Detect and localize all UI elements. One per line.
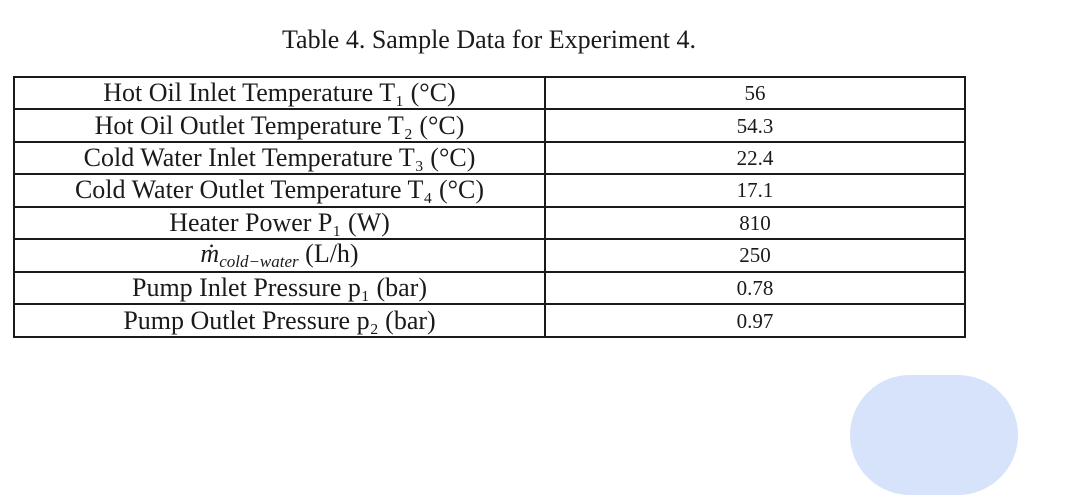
mass-flow-symbol: ṁ bbox=[200, 238, 220, 268]
sample-data-table: Hot Oil Inlet Temperature T₁ (°C) 56 Hot… bbox=[13, 75, 966, 338]
table-row: Heater Power P₁ (W) 810 bbox=[13, 205, 966, 240]
parameter-cell: Pump Inlet Pressure p₁ (bar) bbox=[13, 270, 546, 306]
table-row: Hot Oil Inlet Temperature T₁ (°C) 56 bbox=[13, 75, 966, 111]
parameter-cell: Hot Oil Outlet Temperature T₂ (°C) bbox=[13, 108, 546, 143]
floating-action-shape bbox=[850, 375, 1018, 495]
parameter-cell: Pump Outlet Pressure p₂ (bar) bbox=[13, 303, 546, 338]
value-cell: 56 bbox=[544, 75, 966, 111]
table-row: ṁcold−water (L/h) 250 bbox=[13, 237, 966, 273]
table-row: Pump Outlet Pressure p₂ (bar) 0.97 bbox=[13, 303, 966, 338]
value-cell: 810 bbox=[544, 205, 966, 240]
table-caption: Table 4. Sample Data for Experiment 4. bbox=[281, 25, 697, 54]
table-row: Cold Water Outlet Temperature T₄ (°C) 17… bbox=[13, 173, 966, 208]
parameter-cell: Heater Power P₁ (W) bbox=[13, 205, 546, 240]
parameter-cell: Hot Oil Inlet Temperature T₁ (°C) bbox=[13, 75, 546, 111]
value-cell: 22.4 bbox=[544, 140, 966, 176]
value-cell: 54.3 bbox=[544, 108, 966, 143]
table-row: Cold Water Inlet Temperature T₃ (°C) 22.… bbox=[13, 140, 966, 176]
table-row: Pump Inlet Pressure p₁ (bar) 0.78 bbox=[13, 270, 966, 306]
value-cell: 0.97 bbox=[544, 303, 966, 338]
parameter-cell: Cold Water Outlet Temperature T₄ (°C) bbox=[13, 173, 546, 208]
mass-flow-subscript: cold−water bbox=[219, 251, 299, 271]
value-cell: 17.1 bbox=[544, 173, 966, 208]
parameter-cell: ṁcold−water (L/h) bbox=[13, 237, 546, 273]
value-cell: 0.78 bbox=[544, 270, 966, 306]
mass-flow-unit: (L/h) bbox=[298, 238, 359, 268]
table-row: Hot Oil Outlet Temperature T₂ (°C) 54.3 bbox=[13, 108, 966, 143]
parameter-cell: Cold Water Inlet Temperature T₃ (°C) bbox=[13, 140, 546, 176]
value-cell: 250 bbox=[544, 237, 966, 273]
